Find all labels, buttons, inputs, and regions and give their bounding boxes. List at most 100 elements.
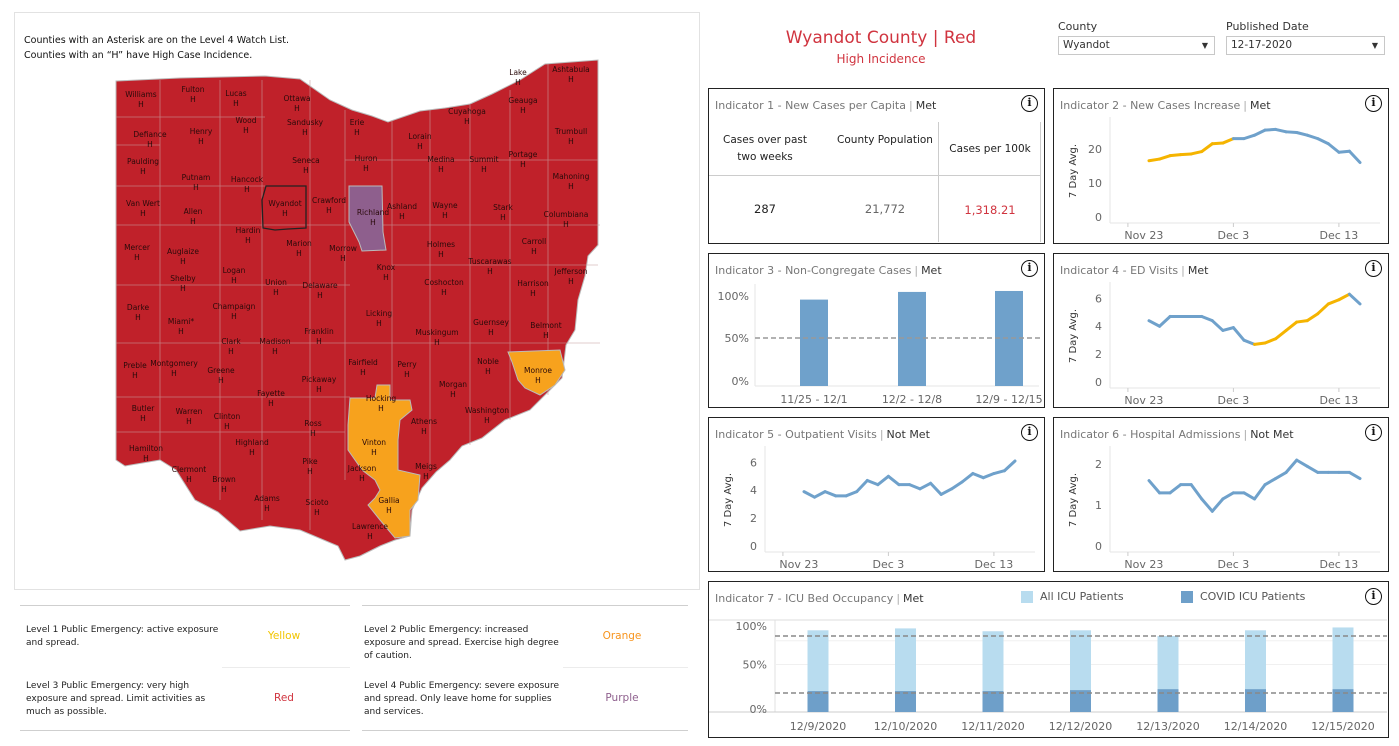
county-label[interactable]: Ottawa H	[283, 94, 310, 114]
date-select[interactable]: 12-17-2020 ▼	[1226, 36, 1385, 55]
county-label[interactable]: Geauga H	[508, 96, 537, 116]
county-label[interactable]: Highland H	[235, 438, 268, 458]
county-label[interactable]: Lorain H	[408, 132, 431, 152]
county-label[interactable]: Holmes H	[427, 240, 455, 260]
county-select[interactable]: Wyandot ▼	[1058, 36, 1215, 55]
county-label[interactable]: Lawrence H	[352, 522, 388, 542]
ohio-county-map[interactable]: Williams H Fulton H Lucas H Ottawa H Wood H Sandus…	[14, 12, 700, 590]
county-label[interactable]: Jefferson H	[555, 267, 588, 287]
county-label[interactable]: Lake H	[509, 68, 526, 88]
county-label[interactable]: Logan H	[223, 266, 246, 286]
county-label[interactable]: Portage H	[509, 150, 538, 170]
county-label[interactable]: Washington H	[465, 406, 509, 426]
county-label[interactable]: Huron H	[355, 154, 378, 174]
county-label[interactable]: Defiance H	[133, 130, 166, 150]
county-label[interactable]: Van Wert H	[126, 199, 160, 219]
county-label[interactable]: Union H	[265, 278, 287, 298]
county-label[interactable]: Richland H	[357, 208, 389, 228]
county-label[interactable]: Ashtabula H	[552, 65, 590, 85]
county-label[interactable]: Meigs H	[415, 462, 437, 482]
county-label[interactable]: Henry H	[190, 127, 213, 147]
county-label[interactable]: Morrow H	[329, 244, 357, 264]
county-label[interactable]: Licking H	[366, 309, 392, 329]
county-label[interactable]: Sandusky H	[287, 118, 323, 138]
county-label[interactable]: Monroe H	[524, 366, 552, 386]
county-label[interactable]: Clermont H	[172, 465, 206, 485]
county-label[interactable]: Columbiana H	[544, 210, 589, 230]
county-label[interactable]: Clark H	[221, 337, 240, 357]
county-label[interactable]: Greene H	[207, 366, 234, 386]
county-label[interactable]: Mahoning H	[553, 172, 590, 192]
county-label[interactable]: Mercer H	[124, 243, 150, 263]
county-label[interactable]: Scioto H	[305, 498, 328, 518]
county-label[interactable]: Pickaway H	[302, 375, 337, 395]
county-label[interactable]: Cuyahoga H	[448, 107, 486, 127]
county-label[interactable]: Summit H	[469, 155, 498, 175]
county-label[interactable]: Pike H	[302, 457, 317, 477]
county-label[interactable]: Knox H	[377, 263, 395, 283]
county-label[interactable]: Delaware H	[302, 281, 337, 301]
county-label[interactable]: Carroll H	[522, 237, 546, 257]
county-label[interactable]: Crawford H	[312, 196, 346, 216]
county-label[interactable]: Hocking H	[366, 394, 396, 414]
county-label[interactable]: Athens H	[411, 417, 437, 437]
county-label[interactable]: Medina H	[427, 155, 454, 175]
county-label[interactable]: Ross H	[304, 419, 321, 439]
county-label[interactable]: Wayne H	[432, 201, 457, 221]
county-label[interactable]: Belmont H	[530, 321, 561, 341]
county-label[interactable]: Ashland H	[387, 202, 417, 222]
county-label[interactable]: Erie H	[350, 118, 365, 138]
county-label[interactable]: Jackson H	[348, 464, 377, 484]
county-label[interactable]: Trumbull H	[555, 127, 587, 147]
county-label[interactable]: Darke H	[127, 303, 149, 323]
county-label[interactable]: Tuscarawas H	[468, 257, 511, 277]
county-label[interactable]: Preble H	[123, 361, 146, 381]
ohio-red-counties[interactable]	[115, 59, 599, 561]
county-label[interactable]: Brown H	[212, 475, 236, 495]
orange-counties-south[interactable]	[347, 384, 421, 539]
info-icon[interactable]: i	[1365, 424, 1382, 441]
county-label[interactable]: Wood H	[236, 116, 257, 136]
county-label[interactable]: Auglaize H	[167, 247, 199, 267]
county-label[interactable]: Seneca H	[292, 156, 319, 176]
richland-county-shape[interactable]	[348, 185, 387, 252]
county-label[interactable]: Stark H	[493, 203, 513, 223]
county-label[interactable]: Franklin H	[304, 327, 333, 347]
county-label[interactable]: Champaign H	[213, 302, 256, 322]
info-icon[interactable]: i	[1365, 588, 1382, 605]
info-icon[interactable]: i	[1365, 95, 1382, 112]
wyandot-county-selected-border[interactable]	[261, 185, 307, 231]
county-label[interactable]: Muskingum H	[415, 328, 458, 348]
county-label[interactable]: Clinton H	[214, 412, 240, 432]
county-label[interactable]: Paulding H	[127, 157, 159, 177]
county-label[interactable]: Perry H	[397, 360, 416, 380]
county-label[interactable]: Guernsey H	[473, 318, 509, 338]
county-label[interactable]: Allen H	[184, 207, 203, 227]
county-label[interactable]: Hamilton H	[129, 444, 163, 464]
county-label[interactable]: Montgomery H	[150, 359, 198, 379]
county-label[interactable]: Miami* H	[168, 317, 194, 337]
county-label[interactable]: Shelby H	[170, 274, 195, 294]
county-label[interactable]: Fayette H	[257, 389, 285, 409]
county-label[interactable]: Fulton H	[181, 85, 204, 105]
county-label[interactable]: Fairfield H	[348, 358, 378, 378]
county-label[interactable]: Putnam H	[182, 173, 211, 193]
county-label[interactable]: Morgan H	[439, 380, 467, 400]
county-label[interactable]: Butler H	[132, 404, 155, 424]
county-label[interactable]: Noble H	[477, 357, 499, 377]
monroe-county-shape[interactable]	[507, 349, 566, 396]
info-icon[interactable]: i	[1021, 424, 1038, 441]
county-label[interactable]: Williams H	[125, 90, 156, 110]
county-label[interactable]: Warren H	[176, 407, 203, 427]
county-label[interactable]: Harrison H	[517, 279, 549, 299]
county-label[interactable]: Wyandot H	[268, 199, 301, 219]
info-icon[interactable]: i	[1021, 95, 1038, 112]
county-label[interactable]: Coshocton H	[424, 278, 463, 298]
county-label[interactable]: Marion H	[286, 239, 312, 259]
county-label[interactable]: Hancock H	[231, 175, 263, 195]
county-label[interactable]: Adams H	[254, 494, 280, 514]
county-label[interactable]: Madison H	[259, 337, 290, 357]
county-label[interactable]: Vinton H	[362, 438, 386, 458]
county-label[interactable]: Hardin H	[236, 226, 261, 246]
info-icon[interactable]: i	[1365, 260, 1382, 277]
